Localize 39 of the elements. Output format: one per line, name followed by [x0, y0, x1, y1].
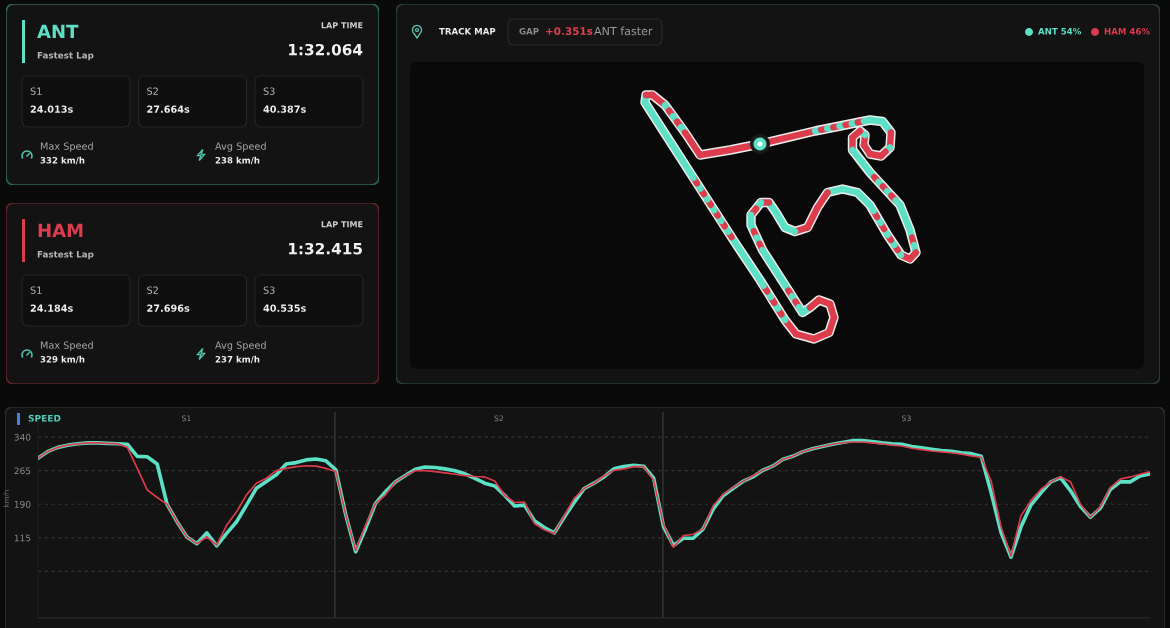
- text: ANT: [37, 24, 79, 38]
- text: Max Speed: [40, 142, 93, 152]
- text: ANT faster: [594, 26, 653, 36]
- text: S2: [147, 87, 158, 95]
- category-label: HAM 46%: [1104, 27, 1150, 35]
- text: Avg Speed: [215, 142, 266, 152]
- y-tick-label: 340: [14, 433, 31, 441]
- y-tick-label: 115: [14, 534, 31, 542]
- text: 27.696s: [147, 304, 190, 312]
- text: S1: [30, 87, 42, 95]
- chart-title: SPEED: [28, 414, 61, 422]
- text: 40.535s: [263, 304, 306, 312]
- text: S1: [30, 286, 42, 294]
- text: Max Speed: [40, 341, 93, 351]
- text: 24.013s: [30, 105, 73, 113]
- text: Fastest Lap: [37, 251, 94, 260]
- category-label: ANT 54%: [1038, 27, 1082, 35]
- text: S3: [263, 87, 275, 95]
- text: 329 km/h: [40, 355, 85, 364]
- y-tick-label: 190: [14, 500, 31, 508]
- text: Fastest Lap: [37, 52, 94, 61]
- text: S3: [263, 286, 275, 294]
- text: HAM: [38, 223, 83, 237]
- text: GAP: [519, 27, 539, 35]
- text: S2: [147, 286, 158, 294]
- text: 237 km/h: [215, 355, 260, 364]
- text: LAP TIME: [321, 22, 363, 29]
- text: Avg Speed: [215, 341, 266, 351]
- text: 1:32.415: [289, 242, 362, 255]
- text: 332 km/h: [40, 156, 85, 165]
- text: 238 km/h: [215, 156, 260, 165]
- text: 27.664s: [147, 105, 190, 113]
- text: LAP TIME: [321, 221, 363, 228]
- text: +0.351s: [546, 27, 593, 36]
- text: 24.184s: [30, 304, 73, 312]
- text: 1:32.064: [289, 43, 363, 56]
- text: TRACK MAP: [439, 27, 496, 35]
- y-tick-label: 265: [14, 467, 31, 475]
- text: 40.387s: [263, 105, 306, 113]
